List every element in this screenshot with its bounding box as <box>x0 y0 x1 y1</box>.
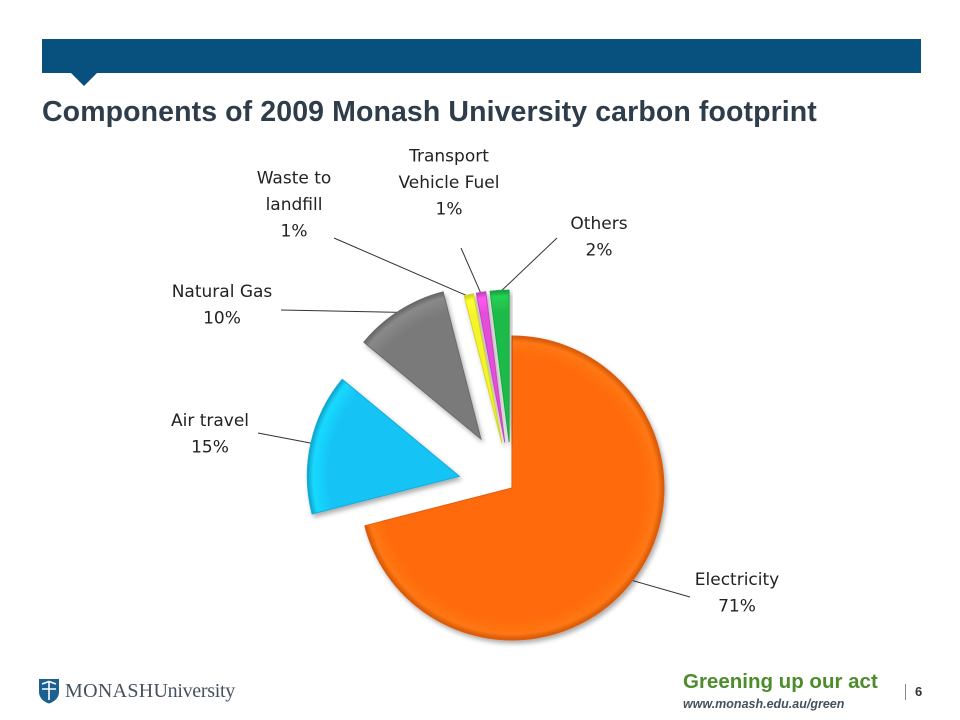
slice-value-waste-to-landfill: 1% <box>281 222 308 242</box>
slice-name-waste-to-landfill: landfill <box>266 195 323 215</box>
page-number: 6 <box>915 684 923 699</box>
leader-line-transport-vehicle-fuel <box>460 247 482 295</box>
slide-title: Components of 2009 Monash University car… <box>42 96 817 128</box>
leader-line-air-travel <box>257 432 314 444</box>
campaign-tagline: Greening up our act <box>683 670 878 693</box>
pie-slice-waste-to-landfill <box>463 293 503 444</box>
pie-slice-electricity <box>364 335 665 641</box>
page-number-divider <box>905 684 906 700</box>
header-bar-notch <box>70 72 98 86</box>
header-bar <box>42 39 921 73</box>
slice-name-natural-gas: Natural Gas <box>172 282 273 302</box>
pie-slice-transport-vehicle-fuel <box>475 291 506 443</box>
slice-label-air-travel: Air travel 15% <box>171 411 249 458</box>
logo-word-university: University <box>153 679 235 702</box>
monash-logo: MONASHUniversity <box>38 678 235 704</box>
logo-word-monash: MONASH <box>65 679 154 702</box>
slice-label-waste-to-landfill: Waste to landfill 1% <box>257 169 332 242</box>
slice-value-air-travel: 15% <box>191 437 229 457</box>
slice-name-transport-vehicle-fuel: Transport <box>408 147 489 167</box>
leader-line-natural-gas <box>280 309 401 313</box>
slice-label-natural-gas: Natural Gas 10% <box>172 282 273 329</box>
pie-slice-natural-gas <box>363 291 482 441</box>
slice-value-transport-vehicle-fuel: 1% <box>436 200 463 220</box>
leader-line-electricity <box>630 579 691 598</box>
slice-value-natural-gas: 10% <box>203 308 241 328</box>
slice-label-transport-vehicle-fuel: Transport Vehicle Fuel 1% <box>398 147 499 220</box>
leader-line-others <box>499 237 558 293</box>
logo-wordmark: MONASHUniversity <box>65 680 235 703</box>
slice-name-transport-vehicle-fuel: Vehicle Fuel <box>398 173 499 193</box>
pie-slice-others <box>489 289 510 443</box>
slice-labels: Electricity 71% Air travel 15% Natural Gas 10… <box>171 147 779 617</box>
slice-label-others: Others 2% <box>570 214 627 261</box>
monash-crest-icon <box>39 679 59 704</box>
slice-name-air-travel: Air travel <box>171 411 249 431</box>
pie-slice-air-travel <box>306 378 461 515</box>
slice-name-others: Others <box>570 214 627 234</box>
slice-value-electricity: 71% <box>718 596 756 616</box>
slice-label-electricity: Electricity 71% <box>695 570 779 617</box>
slice-name-electricity: Electricity <box>695 570 779 590</box>
slice-name-waste-to-landfill: Waste to <box>257 169 332 189</box>
campaign-url: www.monash.edu.au/green <box>683 697 845 711</box>
pie-slices <box>306 289 665 641</box>
leader-line-waste-to-landfill <box>333 237 470 298</box>
leader-lines <box>257 237 691 598</box>
slice-value-others: 2% <box>586 240 613 260</box>
